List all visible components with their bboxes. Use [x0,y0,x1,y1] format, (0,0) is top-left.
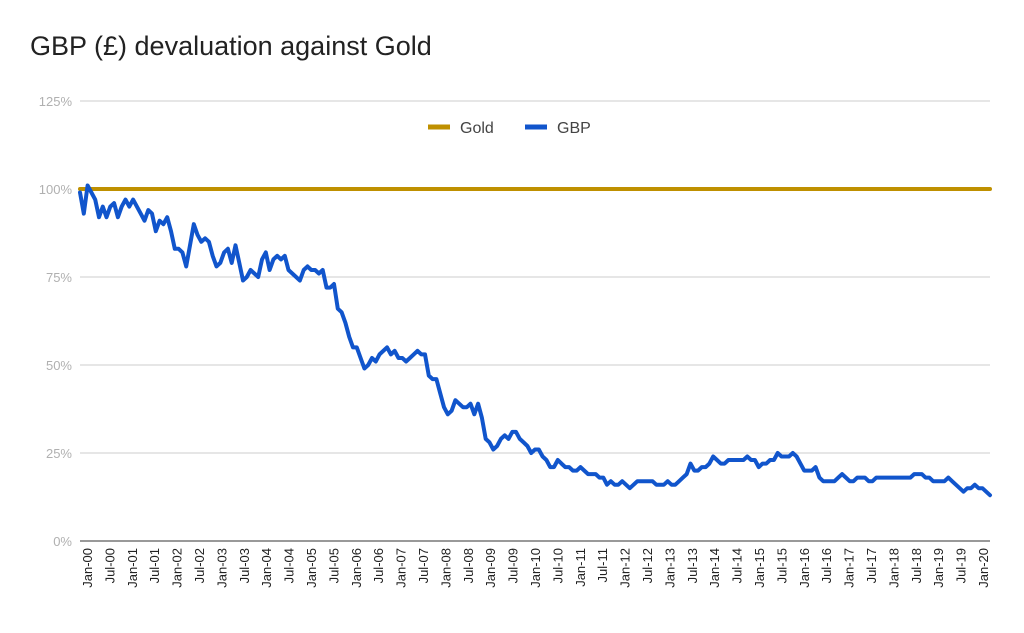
x-tick-label: Jan-17 [842,548,857,588]
x-tick-label: Jan-09 [483,548,498,588]
y-tick-label: 50% [46,358,72,373]
x-tick-label: Jul-10 [550,548,565,583]
y-tick-label: 0% [53,534,72,549]
x-tick-label: Jan-18 [886,548,901,588]
x-tick-label: Jan-07 [394,548,409,588]
x-tick-label: Jan-19 [931,548,946,588]
x-tick-label: Jan-12 [618,548,633,588]
x-tick-label: Jul-03 [237,548,252,583]
y-tick-label: 25% [46,446,72,461]
series-line-gbp [78,183,992,498]
x-tick-label: Jan-02 [170,548,185,588]
legend-label-gbp: GBP [557,120,591,137]
x-tick-label: Jan-11 [573,548,588,587]
x-tick-label: Jan-00 [80,548,95,588]
x-tick-label: Jul-18 [909,548,924,583]
x-tick-label: Jan-05 [304,548,319,588]
x-tick-label: Jan-13 [662,548,677,588]
x-tick-label: Jan-15 [752,548,767,588]
x-tick-label: Jul-19 [954,548,969,583]
x-tick-label: Jul-16 [819,548,834,583]
y-tick-label: 100% [39,182,73,197]
x-tick-label: Jul-07 [416,548,431,583]
x-tick-label: Jul-02 [192,548,207,583]
x-tick-label: Jan-20 [976,548,991,588]
x-tick-label: Jan-03 [214,548,229,588]
x-tick-label: Jul-06 [371,548,386,583]
x-tick-label: Jan-08 [438,548,453,588]
x-tick-label: Jul-04 [282,548,297,583]
x-tick-label: Jul-09 [506,548,521,583]
x-tick-label: Jul-11 [595,548,610,582]
x-tick-label: Jul-14 [730,548,745,583]
legend-label-gold: Gold [460,120,494,137]
x-tick-label: Jan-01 [125,548,140,588]
x-tick-label: Jan-06 [349,548,364,588]
x-tick-label: Jul-05 [326,548,341,583]
x-tick-label: Jul-00 [102,548,117,583]
x-tick-label: Jan-14 [707,548,722,588]
x-tick-label: Jul-08 [461,548,476,583]
x-tick-label: Jul-12 [640,548,655,583]
x-tick-label: Jul-13 [685,548,700,583]
x-tick-label: Jan-04 [259,548,274,588]
x-tick-label: Jul-15 [774,548,789,583]
x-tick-label: Jul-01 [147,548,162,583]
y-tick-label: 75% [46,270,72,285]
y-tick-label: 125% [39,94,73,109]
x-tick-label: Jul-17 [864,548,879,583]
x-tick-label: Jan-16 [797,548,812,588]
x-tick-label: Jan-10 [528,548,543,588]
chart-title: GBP (£) devaluation against Gold [30,31,432,61]
